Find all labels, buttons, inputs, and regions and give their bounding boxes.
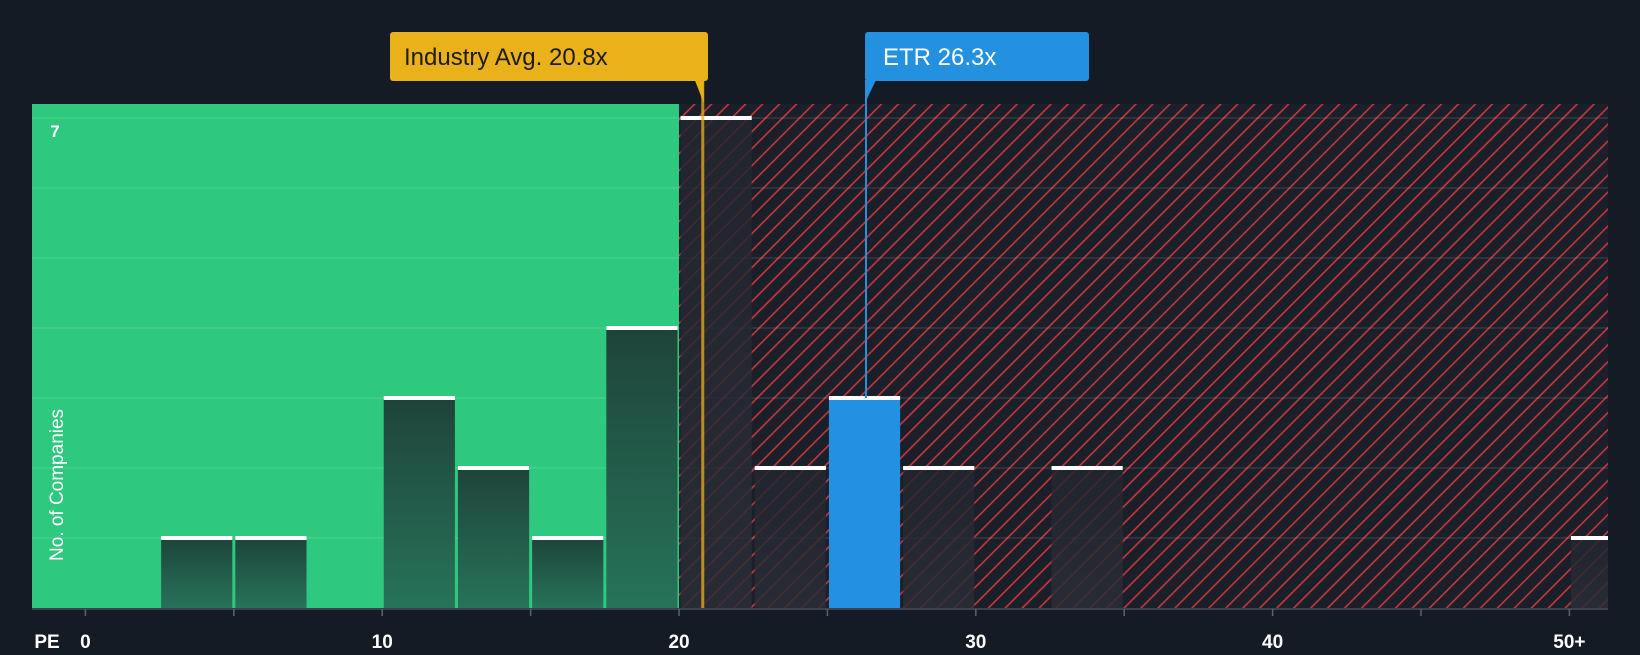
histogram-bar <box>457 468 530 608</box>
x-axis-ticks: 0 10 20 30 40 50+ <box>80 609 1586 653</box>
histogram-bar-cap <box>1051 466 1123 470</box>
histogram-bar <box>1051 468 1123 608</box>
histogram-bar-cap <box>532 536 604 540</box>
y-axis-label: No. of Companies <box>47 409 68 561</box>
industry-average-pointer <box>694 80 704 103</box>
x-tick-label: 10 <box>372 632 393 650</box>
industry-average-label: Industry Avg. 20.8x <box>404 44 608 71</box>
histogram-bar <box>383 398 455 608</box>
histogram-bar-cap <box>235 536 307 540</box>
histogram-bar-cap <box>903 466 975 470</box>
company-pe-pointer <box>865 80 877 103</box>
histogram-bar-cap <box>457 466 530 470</box>
histogram-bars <box>161 116 1608 608</box>
x-tick-label: 40 <box>1262 632 1283 650</box>
histogram-bar <box>828 398 901 608</box>
histogram-bar-cap <box>606 326 678 330</box>
company-pe-label: ETR 26.3x <box>883 44 996 71</box>
company-pe-marker: ETR 26.3x <box>865 32 1090 398</box>
histogram-bar <box>532 538 604 608</box>
histogram-bar-cap <box>1570 536 1608 540</box>
below-average-zone <box>32 104 680 608</box>
x-tick-label: 50+ <box>1553 632 1585 650</box>
x-tick-label: 0 <box>80 632 91 650</box>
histogram-bar-cap <box>161 536 233 540</box>
histogram-bar <box>161 538 233 608</box>
histogram-bar-cap <box>828 396 901 400</box>
industry-average-callout <box>390 32 708 81</box>
x-tick-label: 20 <box>668 632 689 650</box>
histogram-bar <box>903 468 975 608</box>
histogram-bar <box>754 468 826 608</box>
histogram-bar-cap <box>754 466 826 470</box>
x-axis-title: PE <box>34 632 59 650</box>
histogram-bar <box>606 328 678 608</box>
company-pe-callout <box>865 32 1090 81</box>
histogram-bar <box>680 118 752 608</box>
x-tick-label: 30 <box>965 632 986 650</box>
histogram-bar-cap <box>383 396 455 400</box>
histogram-bar-cap <box>680 116 752 120</box>
histogram-bar <box>1570 538 1608 608</box>
y-tick-label-7: 7 <box>50 122 59 141</box>
industry-average-marker: Industry Avg. 20.8x <box>390 32 708 608</box>
histogram-bar <box>235 538 307 608</box>
